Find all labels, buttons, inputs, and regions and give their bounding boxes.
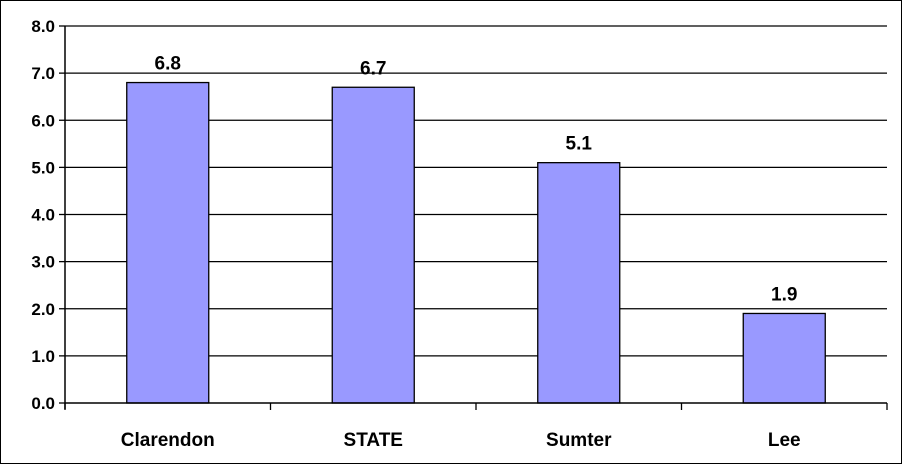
y-tick-label: 4.0 — [31, 206, 55, 225]
bars — [126, 81, 826, 404]
value-label-clarendon: 6.8 — [155, 54, 181, 75]
bar-lee — [742, 312, 826, 404]
y-tick-label: 8.0 — [31, 17, 55, 36]
bar-sumter — [537, 162, 621, 404]
y-tick-labels: 0.0 1.0 2.0 3.0 4.0 5.0 6.0 7.0 8.0 — [31, 17, 55, 413]
y-tick-label: 2.0 — [31, 300, 55, 319]
value-label-sumter: 5.1 — [566, 134, 593, 155]
value-label-state: 6.7 — [360, 58, 386, 79]
y-tick-label: 5.0 — [31, 158, 55, 177]
y-tick-label: 0.0 — [31, 394, 55, 413]
x-tick-label-clarendon: Clarendon — [121, 430, 215, 451]
x-tick-labels: Clarendon STATE Sumter Lee — [121, 430, 801, 451]
bar-state — [331, 86, 415, 404]
y-tick-label: 7.0 — [31, 64, 55, 83]
y-tick-label: 3.0 — [31, 253, 55, 272]
y-tick-label: 1.0 — [31, 347, 55, 366]
bar-clarendon — [126, 81, 210, 404]
x-tick-label-sumter: Sumter — [546, 430, 612, 451]
value-label-lee: 1.9 — [771, 284, 797, 305]
x-tick-label-state: STATE — [344, 430, 403, 451]
value-labels: 6.8 6.7 5.1 1.9 — [155, 54, 798, 306]
x-tick-label-lee: Lee — [768, 430, 801, 451]
y-tick-label: 6.0 — [31, 111, 55, 130]
axes — [59, 25, 888, 410]
